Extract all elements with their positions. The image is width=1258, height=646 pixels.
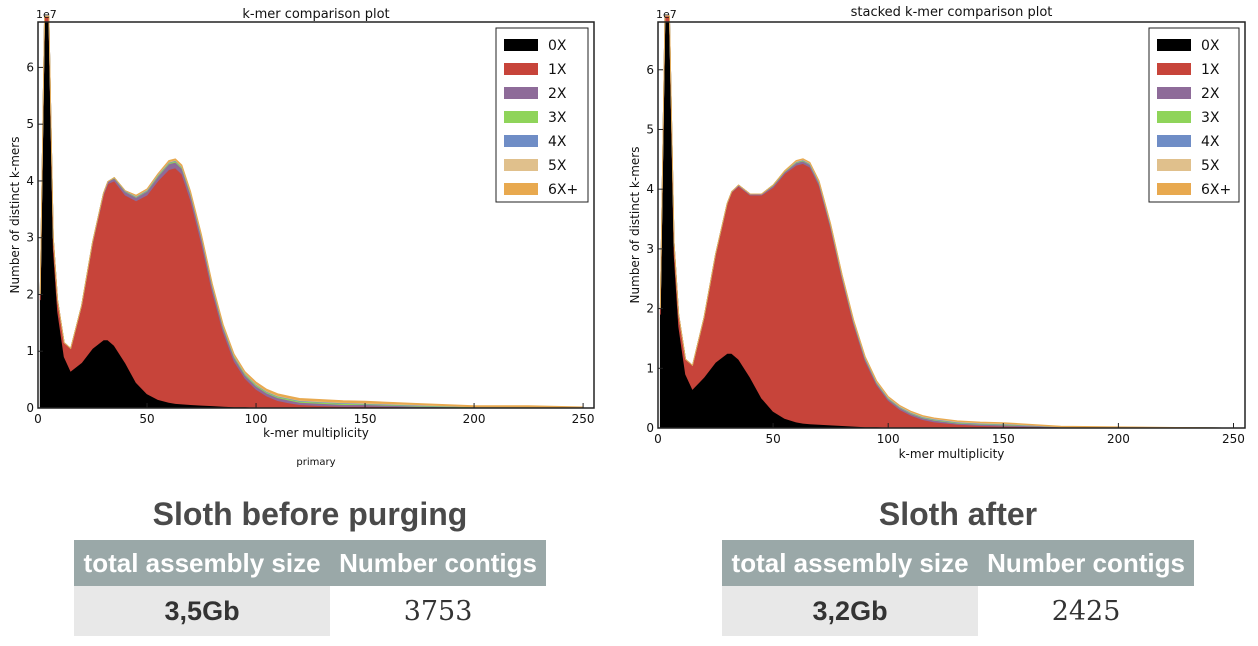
legend-label: 3X bbox=[548, 110, 567, 126]
y-tick-label: 0 bbox=[646, 421, 654, 435]
legend-label: 4X bbox=[548, 134, 567, 150]
after-heading: Sloth after bbox=[878, 496, 1038, 532]
x-tick-label: 200 bbox=[463, 412, 486, 426]
series-area-1x bbox=[659, 15, 1234, 429]
x-tick-label: 0 bbox=[34, 412, 42, 426]
x-tick-label: 250 bbox=[1222, 432, 1245, 446]
col-number-contigs: Number contigs bbox=[330, 540, 546, 586]
col-total-assembly-size: total assembly size bbox=[722, 540, 979, 586]
legend-swatch bbox=[504, 183, 538, 195]
y-tick-label: 3 bbox=[26, 231, 34, 245]
y-tick-label: 4 bbox=[26, 174, 34, 188]
legend-label: 1X bbox=[548, 62, 567, 78]
chart-title: stacked k-mer comparison plot bbox=[851, 5, 1053, 20]
legend-swatch bbox=[504, 63, 538, 75]
legend-label: 6X+ bbox=[548, 182, 578, 198]
legend: 0X 1X 2X 3X 4X 5X 6X+ bbox=[1148, 27, 1240, 203]
x-tick-label: 250 bbox=[572, 412, 595, 426]
y-tick-label: 1 bbox=[646, 361, 654, 375]
kmer-chart-before: 0 50 100 150 200 250 0 1 2 3 4 5 6 1e7 k-mer compariso… bbox=[0, 0, 615, 475]
legend-label: 5X bbox=[1201, 158, 1220, 174]
y-tick-label: 2 bbox=[646, 302, 654, 316]
x-tick-label: 150 bbox=[354, 412, 377, 426]
kmer-chart-after: 0 50 100 150 200 250 0 1 2 3 4 5 6 1e7 stacked k-mer c… bbox=[628, 0, 1258, 470]
y-tick-label: 6 bbox=[646, 63, 654, 77]
y-tick-label: 5 bbox=[646, 122, 654, 136]
table-header-row: total assembly size Number contigs bbox=[74, 540, 546, 586]
legend-swatch bbox=[1157, 39, 1191, 51]
legend-swatch bbox=[504, 87, 538, 99]
contigs-value: 3753 bbox=[330, 586, 546, 636]
y-scale-label: 1e7 bbox=[36, 8, 57, 21]
x-tick-label: 100 bbox=[877, 432, 900, 446]
after-summary-table: total assembly size Number contigs 3,2Gb… bbox=[722, 540, 1194, 636]
x-tick-label: 150 bbox=[992, 432, 1015, 446]
y-scale-label: 1e7 bbox=[656, 8, 677, 21]
y-tick-label: 0 bbox=[26, 401, 34, 415]
y-tick-label: 6 bbox=[26, 60, 34, 74]
plot-frame bbox=[657, 21, 1246, 429]
x-tick-label: 0 bbox=[654, 432, 662, 446]
legend-label: 3X bbox=[1201, 110, 1220, 126]
legend: 0X 1X 2X 3X 4X 5X 6X+ bbox=[495, 27, 589, 203]
chart-caption: primary bbox=[296, 457, 335, 468]
y-tick-label: 5 bbox=[26, 117, 34, 131]
legend-swatch bbox=[1157, 159, 1191, 171]
assembly-size-value: 3,5Gb bbox=[74, 586, 331, 636]
legend-label: 5X bbox=[548, 158, 567, 174]
col-total-assembly-size: total assembly size bbox=[74, 540, 331, 586]
kmer-chart-after-svg: 0 50 100 150 200 250 0 1 2 3 4 5 6 1e7 stacked k-mer c… bbox=[628, 5, 1246, 461]
legend-label: 4X bbox=[1201, 134, 1220, 150]
before-heading: Sloth before purging bbox=[152, 496, 468, 532]
x-axis-label: k-mer multiplicity bbox=[899, 447, 1005, 461]
kmer-chart-before-svg: 0 50 100 150 200 250 0 1 2 3 4 5 6 1e7 k-mer compariso… bbox=[8, 7, 595, 468]
legend-label: 2X bbox=[548, 86, 567, 102]
before-summary-table: total assembly size Number contigs 3,5Gb… bbox=[74, 540, 546, 636]
x-tick-label: 50 bbox=[139, 412, 154, 426]
chart-title: k-mer comparison plot bbox=[242, 7, 389, 22]
legend-label: 1X bbox=[1201, 62, 1220, 78]
y-axis-label: Number of distinct k-mers bbox=[628, 147, 642, 304]
y-tick-label: 4 bbox=[646, 182, 654, 196]
legend-swatch bbox=[504, 39, 538, 51]
assembly-size-value: 3,2Gb bbox=[722, 586, 979, 636]
legend-label: 6X+ bbox=[1201, 182, 1231, 198]
y-axis-label: Number of distinct k-mers bbox=[8, 137, 22, 294]
legend-swatch bbox=[504, 111, 538, 123]
x-tick-label: 50 bbox=[765, 432, 780, 446]
legend-label: 0X bbox=[1201, 38, 1220, 54]
stacked-areas bbox=[659, 15, 1234, 429]
table-row: 3,2Gb 2425 bbox=[722, 586, 1194, 636]
legend-swatch bbox=[1157, 111, 1191, 123]
x-axis-label: k-mer multiplicity bbox=[263, 426, 369, 440]
legend-swatch bbox=[1157, 63, 1191, 75]
legend-swatch bbox=[504, 135, 538, 147]
col-number-contigs: Number contigs bbox=[978, 540, 1194, 586]
legend-swatch bbox=[1157, 87, 1191, 99]
legend-label: 0X bbox=[548, 38, 567, 54]
x-tick-label: 100 bbox=[245, 412, 268, 426]
y-tick-label: 3 bbox=[646, 242, 654, 256]
table-header-row: total assembly size Number contigs bbox=[722, 540, 1194, 586]
y-tick-label: 2 bbox=[26, 287, 34, 301]
plot-frame bbox=[37, 21, 595, 409]
y-tick-label: 1 bbox=[26, 344, 34, 358]
legend-swatch bbox=[504, 159, 538, 171]
table-row: 3,5Gb 3753 bbox=[74, 586, 546, 636]
legend-swatch bbox=[1157, 183, 1191, 195]
legend-label: 2X bbox=[1201, 86, 1220, 102]
contigs-value: 2425 bbox=[978, 586, 1194, 636]
x-tick-label: 200 bbox=[1107, 432, 1130, 446]
legend-swatch bbox=[1157, 135, 1191, 147]
